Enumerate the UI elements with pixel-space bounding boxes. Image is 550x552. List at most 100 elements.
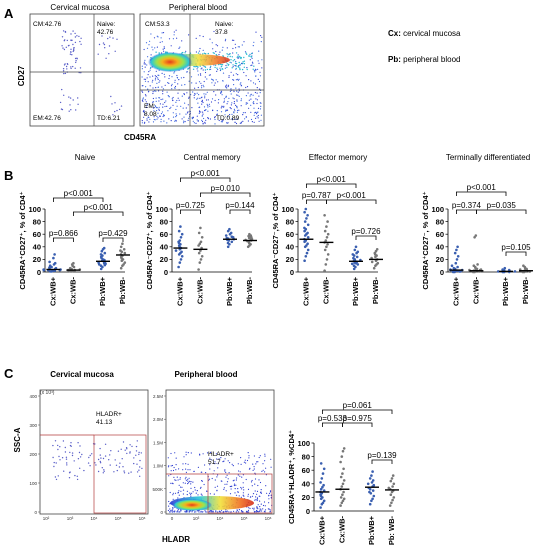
flow-event	[231, 119, 234, 121]
flow-event	[237, 474, 239, 476]
flow-event	[173, 466, 175, 469]
flow-event	[189, 492, 191, 494]
flow-event	[200, 493, 202, 495]
flow-event	[259, 102, 261, 104]
flow-event	[181, 95, 183, 97]
flow-event	[198, 50, 200, 52]
flow-event	[265, 467, 267, 469]
flow-event	[65, 46, 68, 48]
flow-event	[188, 97, 190, 99]
flow-event	[203, 86, 205, 88]
flow-event	[221, 63, 224, 66]
x-tick-label: 10⁴	[91, 516, 98, 521]
flow-event	[262, 463, 264, 465]
flow-event	[215, 94, 217, 96]
flow-event	[162, 48, 164, 50]
flow-event	[64, 30, 67, 33]
data-point	[224, 234, 228, 237]
flow-event	[253, 65, 255, 67]
flow-event	[147, 74, 149, 76]
flow-event	[239, 63, 241, 66]
flow-event	[171, 509, 173, 511]
flow-event	[199, 487, 202, 489]
data-point	[180, 254, 184, 258]
data-point	[322, 467, 326, 471]
flow-event	[256, 497, 258, 499]
flow-event	[162, 88, 164, 90]
flow-event	[66, 462, 68, 464]
flow-event	[226, 481, 229, 483]
data-point	[304, 207, 308, 211]
flow-event	[232, 465, 234, 467]
y-tick-label: 80	[436, 217, 444, 226]
flow-event	[236, 100, 238, 102]
category-label: Pb:WB+	[367, 515, 376, 545]
comparison-bracket	[505, 251, 527, 256]
flow-event	[259, 506, 261, 508]
flow-event	[190, 481, 192, 483]
flow-event	[70, 33, 72, 35]
flow-event	[193, 511, 196, 513]
flow-event	[253, 103, 255, 105]
flow-event	[269, 511, 271, 513]
flow-event	[158, 108, 160, 110]
flow-event	[235, 479, 237, 481]
flow-event	[78, 35, 80, 38]
data-point	[452, 266, 456, 270]
flow-event	[69, 451, 71, 454]
flow-event	[222, 80, 224, 82]
flow-event	[229, 55, 231, 58]
data-point	[373, 251, 377, 255]
flow-event	[101, 467, 104, 469]
flow-event	[193, 122, 195, 124]
flow-event	[175, 29, 177, 31]
data-point	[199, 226, 202, 230]
flow-event	[176, 114, 178, 117]
flow-event	[236, 90, 238, 92]
p-value-label: p=0.374	[452, 201, 482, 210]
flow-event	[175, 116, 177, 118]
flow-event	[152, 91, 154, 93]
flow-event	[246, 459, 249, 462]
flow-event	[230, 511, 232, 513]
flow-event	[70, 39, 73, 42]
flow-event	[170, 45, 172, 47]
data-point	[388, 504, 392, 507]
flow-event	[264, 510, 266, 513]
y-tick-label: 60	[160, 230, 168, 239]
data-point	[179, 236, 183, 239]
flow-event	[269, 509, 271, 511]
data-point	[341, 449, 345, 453]
flow-event	[162, 115, 164, 118]
flow-event	[104, 47, 106, 49]
data-point	[389, 479, 393, 483]
flow-event	[147, 81, 149, 83]
flow-event	[220, 480, 222, 482]
flow-event	[216, 490, 218, 492]
flow-event	[172, 96, 174, 99]
flow-event	[214, 99, 216, 102]
data-point	[178, 261, 182, 264]
flow-event	[228, 75, 230, 77]
data-point	[352, 256, 355, 260]
flow-event	[74, 36, 77, 38]
flow-event	[183, 116, 185, 118]
flow-event	[255, 98, 257, 100]
flow-event	[184, 511, 186, 513]
flow-event	[190, 483, 192, 485]
y-tick-label: 80	[286, 217, 294, 226]
p-value-label: p=0.144	[225, 201, 255, 210]
flow-event	[168, 475, 170, 477]
flow-event	[225, 110, 227, 112]
flow-event	[145, 106, 148, 108]
flow-event	[170, 465, 172, 467]
flow-event	[202, 35, 204, 38]
flow-event	[159, 80, 161, 82]
flow-event	[77, 97, 79, 99]
flow-event	[207, 110, 209, 112]
flow-event	[188, 477, 190, 479]
flow-event	[249, 496, 252, 498]
flow-event	[167, 457, 169, 459]
flow-event	[243, 63, 246, 65]
